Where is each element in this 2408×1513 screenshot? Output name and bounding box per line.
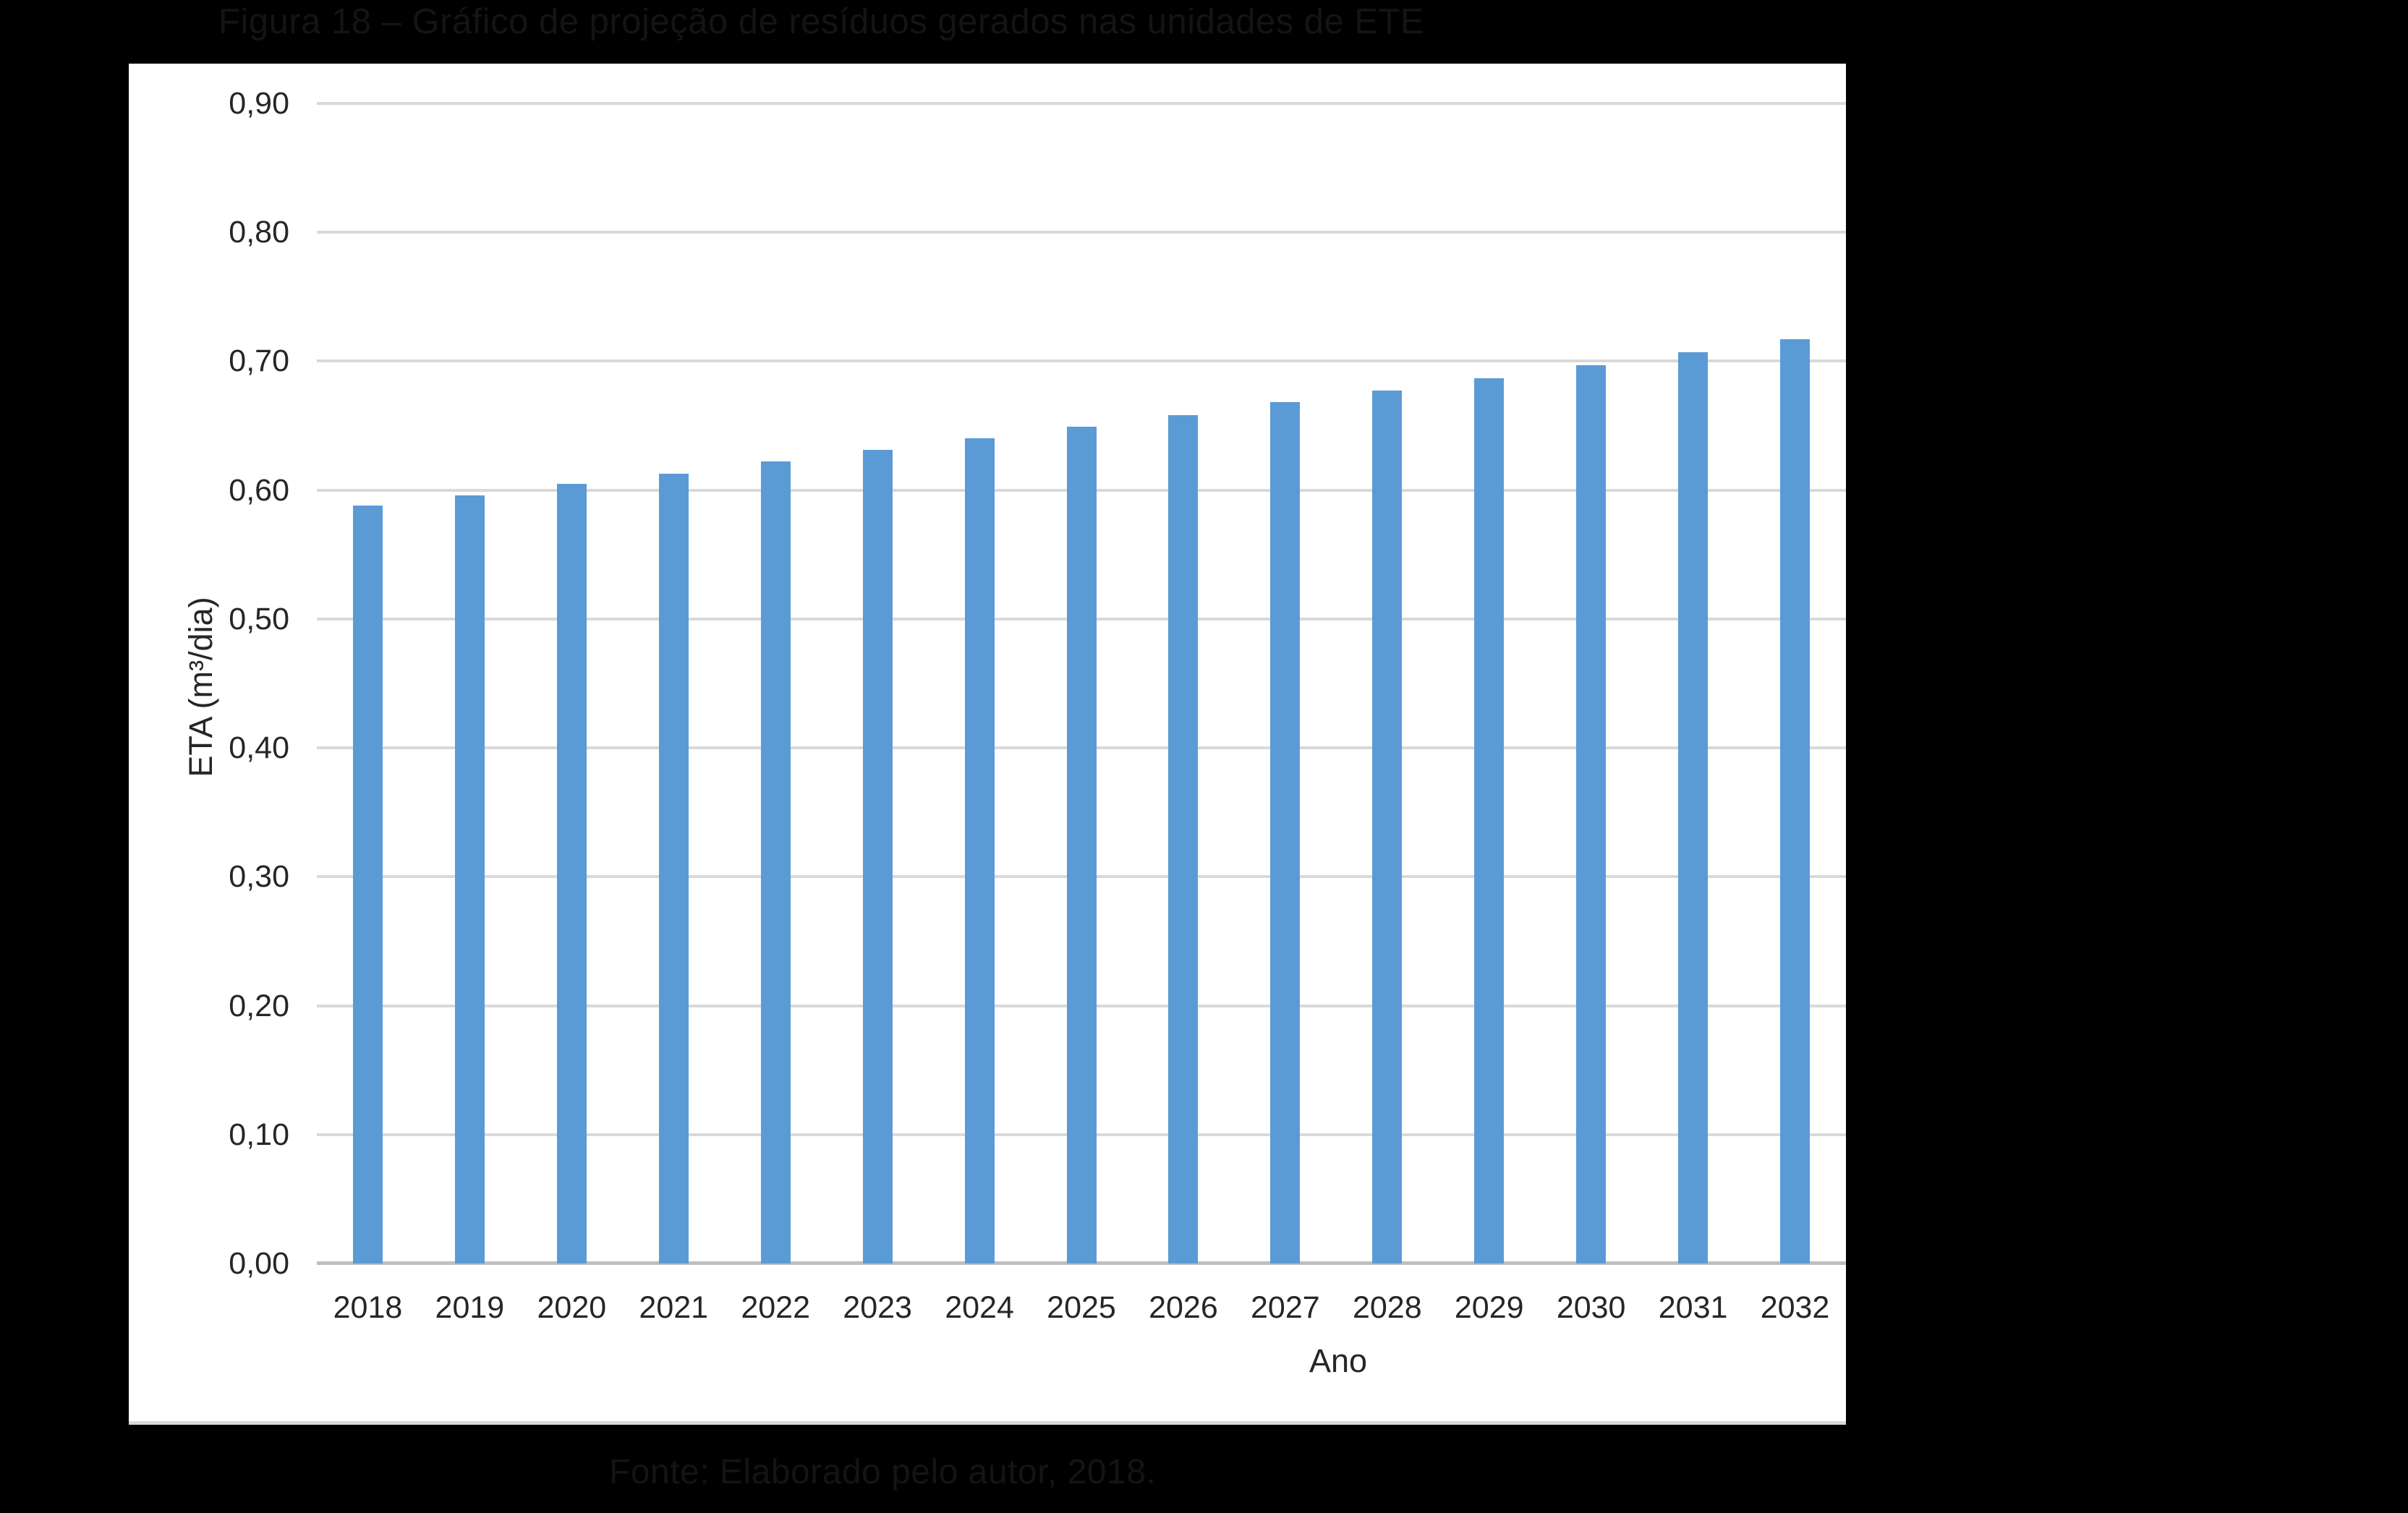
x-tick-label-2032: 2032 <box>1760 1290 1830 1325</box>
y-tick-label-0,30: 0,30 <box>229 859 289 895</box>
y-tick-label-0,60: 0,60 <box>229 472 289 508</box>
x-tick-label-2019: 2019 <box>435 1290 505 1325</box>
y-axis-title: ETA (m³/dia) <box>182 597 219 777</box>
figure-caption: Fonte: Elaborado pelo autor, 2018. <box>609 1453 1157 1491</box>
y-tick-label-0,50: 0,50 <box>229 601 289 636</box>
y-tick-label-0,40: 0,40 <box>229 730 289 766</box>
x-tick-label-2027: 2027 <box>1251 1290 1320 1325</box>
y-tick-label-0,20: 0,20 <box>229 988 289 1023</box>
bar-2023 <box>862 450 893 1263</box>
gridline-0,90 <box>317 102 1846 105</box>
x-tick-label-2029: 2029 <box>1454 1290 1524 1325</box>
bar-2022 <box>760 461 791 1263</box>
bar-2027 <box>1270 402 1301 1263</box>
bar-2021 <box>658 473 689 1263</box>
x-tick-label-2022: 2022 <box>741 1290 811 1325</box>
gridline-0,80 <box>317 231 1846 234</box>
x-tick-label-2031: 2031 <box>1658 1290 1728 1325</box>
gridline-0,70 <box>317 359 1846 363</box>
y-tick-label-0,80: 0,80 <box>229 215 289 250</box>
y-tick-label-0,10: 0,10 <box>229 1117 289 1152</box>
x-axis-title: Ano <box>1309 1342 1368 1379</box>
x-tick-label-2025: 2025 <box>1047 1290 1116 1325</box>
x-tick-label-2021: 2021 <box>639 1290 709 1325</box>
y-tick-label-0,00: 0,00 <box>229 1246 289 1281</box>
x-tick-label-2024: 2024 <box>945 1290 1014 1325</box>
bar-2030 <box>1576 365 1607 1263</box>
x-tick-label-2018: 2018 <box>333 1290 403 1325</box>
figure-title: Figura 18 – Gráfico de projeção de resíd… <box>218 2 1425 41</box>
bar-2020 <box>556 483 587 1263</box>
y-tick-label-0,70: 0,70 <box>229 344 289 379</box>
bar-2024 <box>964 438 995 1263</box>
bar-2026 <box>1168 415 1199 1263</box>
chart-panel: 0,00 0,10 0,20 0,30 0,40 0,50 0,60 0,70 0,80 0,90… <box>129 64 1846 1425</box>
plot-area <box>317 102 1846 1265</box>
bar-2019 <box>454 495 485 1263</box>
y-tick-label-0,90: 0,90 <box>229 86 289 121</box>
x-tick-label-2030: 2030 <box>1556 1290 1626 1325</box>
bar-2031 <box>1678 351 1709 1263</box>
bar-2018 <box>352 506 383 1263</box>
bar-2032 <box>1780 339 1811 1263</box>
x-tick-label-2028: 2028 <box>1352 1290 1422 1325</box>
x-tick-label-2020: 2020 <box>537 1290 607 1325</box>
x-tick-label-2023: 2023 <box>843 1290 912 1325</box>
bar-2025 <box>1066 427 1097 1263</box>
x-tick-label-2026: 2026 <box>1149 1290 1218 1325</box>
bar-2028 <box>1372 391 1403 1263</box>
bar-2029 <box>1474 378 1505 1263</box>
